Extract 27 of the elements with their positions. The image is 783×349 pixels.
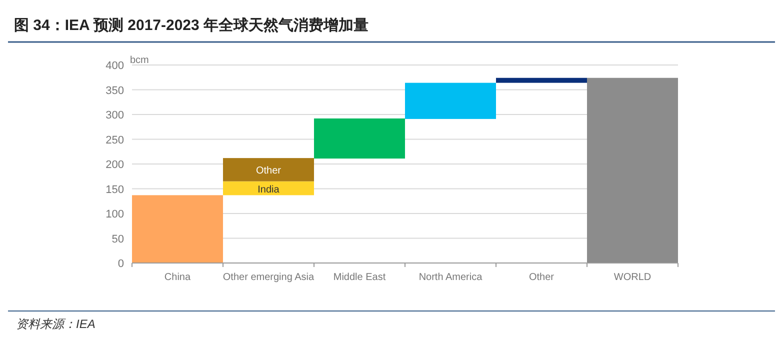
y-tick-label: 150 bbox=[106, 184, 124, 196]
y-tick-label: 50 bbox=[112, 233, 124, 246]
chart-title: 图 34：IEA 预测 2017-2023 年全球天然气消费增加量 bbox=[14, 17, 369, 34]
bar bbox=[405, 82, 496, 119]
y-tick-label: 400 bbox=[106, 60, 124, 72]
y-axis-title: bcm bbox=[130, 55, 149, 66]
bar bbox=[223, 181, 314, 196]
text: 资料来源：IEA bbox=[16, 317, 96, 331]
bar bbox=[496, 78, 587, 83]
y-tick-label: 350 bbox=[106, 84, 124, 97]
x-tick-label: North America bbox=[418, 272, 483, 283]
y-tick-label: 200 bbox=[106, 159, 124, 171]
series-label: India bbox=[258, 184, 280, 196]
x-tick-label: Middle East bbox=[333, 272, 386, 283]
bar bbox=[587, 78, 678, 263]
y-tick-label: 0 bbox=[118, 258, 124, 270]
x-tick-label: WORLD bbox=[614, 272, 652, 283]
y-tick-label: 250 bbox=[106, 134, 124, 146]
bar bbox=[314, 118, 405, 159]
series-label: Other bbox=[256, 166, 282, 177]
x-tick-label: Other emerging Asia bbox=[222, 272, 315, 283]
bar bbox=[223, 158, 314, 182]
y-tick-label: 100 bbox=[106, 208, 124, 220]
y-tick-label: 300 bbox=[106, 110, 124, 122]
x-tick-label: Other bbox=[528, 272, 555, 283]
x-tick-label: China bbox=[164, 272, 191, 283]
bar bbox=[132, 195, 223, 263]
